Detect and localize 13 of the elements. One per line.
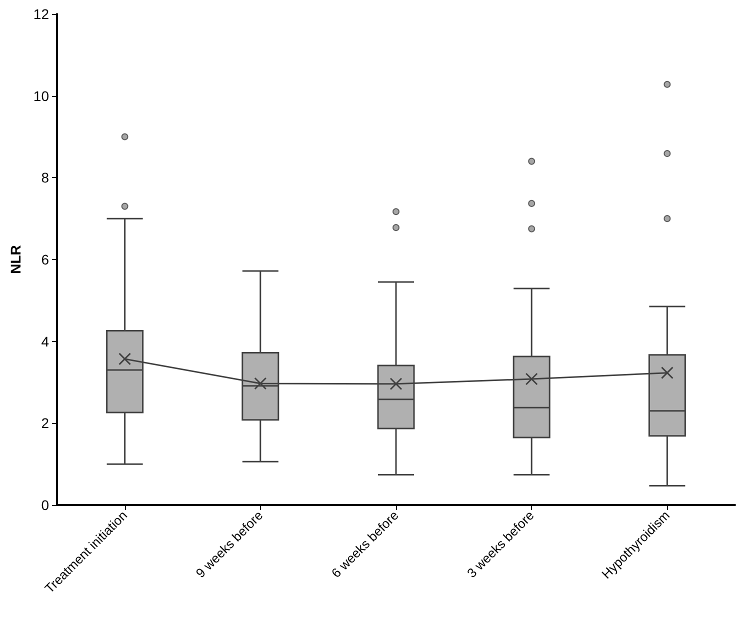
point	[390, 378, 402, 390]
point	[254, 377, 267, 390]
y-axis-title: NLR	[8, 245, 24, 274]
point	[660, 366, 674, 380]
y-tick-label: 10	[33, 88, 50, 104]
y-tick-label: 6	[41, 252, 50, 268]
y-tick-label: 8	[41, 170, 50, 186]
y-tick-label: 0	[41, 497, 50, 513]
y-tick-label: 4	[41, 333, 50, 350]
y-tick-label: 2	[41, 415, 50, 432]
y-tick-label: 12	[33, 6, 50, 22]
point	[525, 372, 538, 386]
point	[118, 352, 132, 366]
